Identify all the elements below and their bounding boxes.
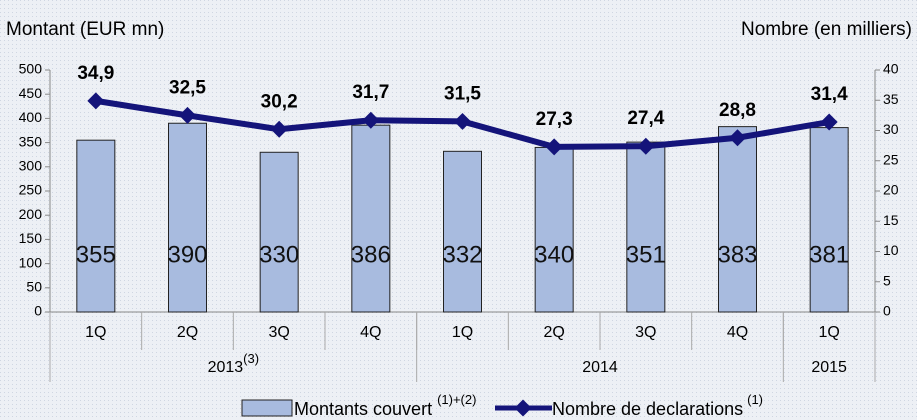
bar — [168, 122, 207, 313]
y2-tick-label: 30 — [883, 121, 899, 137]
line-value-label: 28,8 — [719, 100, 756, 121]
y2-tick-label: 15 — [883, 212, 899, 228]
line-value-label: 34,9 — [77, 63, 114, 84]
legend-note: (1)+(2) — [437, 392, 476, 407]
line-value-label: 31,5 — [444, 83, 481, 104]
x-tick-label: 3Q — [268, 324, 289, 341]
line-marker — [545, 138, 563, 156]
line-marker — [362, 111, 380, 129]
x-tick-label: 1Q — [452, 324, 473, 341]
bar — [351, 124, 391, 313]
line-marker — [729, 129, 746, 147]
y2-tick-label: 10 — [883, 242, 899, 258]
line-value-label: 32,5 — [169, 77, 206, 98]
y2-tick-label: 5 — [883, 272, 891, 288]
legend-name: Nombre de declarations — [552, 399, 743, 419]
bar-value-label: 340 — [534, 241, 574, 268]
legend-name: Montants couvert — [294, 399, 432, 419]
y-tick-label: 250 — [19, 182, 43, 198]
bar-value-label: 381 — [809, 241, 849, 268]
line-marker — [637, 137, 655, 155]
y-tick-label: 150 — [19, 230, 43, 246]
bar — [809, 127, 849, 313]
line-marker — [454, 112, 471, 130]
x-tick-label: 4Q — [727, 324, 748, 341]
y2-tick-label: 25 — [883, 151, 899, 167]
y2-axis-title: Nombre (en milliers) — [741, 19, 912, 40]
bar-value-label: 355 — [76, 241, 116, 268]
legend-label: Montants couvert (1)+(2) — [294, 392, 476, 418]
legend-swatch — [241, 399, 293, 417]
x-tick-label: 3Q — [635, 324, 656, 341]
group-name: 2015 — [811, 359, 847, 376]
bar-value-label: 351 — [626, 241, 666, 268]
x-tick-label: 4Q — [360, 324, 381, 341]
legend-label: Nombre de declarations (1) — [552, 392, 763, 418]
group-label: 2013(3) — [208, 351, 259, 376]
legend-marker — [514, 399, 532, 417]
y-tick-label: 0 — [34, 303, 42, 319]
bar-value-label: 332 — [442, 241, 482, 268]
legend-note: (1) — [747, 392, 763, 407]
line-value-label: 31,4 — [811, 84, 848, 105]
bar — [718, 126, 757, 313]
x-tick-label: 2Q — [177, 324, 198, 341]
y-tick-label: 50 — [26, 279, 42, 295]
x-tick-label: 2Q — [543, 324, 564, 341]
y-tick-label: 300 — [19, 158, 43, 174]
line-value-label: 27,4 — [627, 108, 664, 129]
x-tick-label: 1Q — [818, 324, 839, 341]
group-label: 2014 — [582, 359, 618, 376]
group-name: 2013 — [208, 359, 244, 376]
line-marker — [87, 92, 105, 110]
y2-tick-label: 0 — [883, 303, 891, 319]
y-tick-label: 100 — [19, 254, 43, 270]
y-tick-label: 500 — [19, 61, 43, 77]
bar-value-label: 330 — [259, 241, 299, 268]
line-value-label: 27,3 — [536, 109, 573, 130]
line-value-label: 31,7 — [352, 82, 389, 103]
group-label: 2015 — [811, 359, 847, 376]
y-axis-title: Montant (EUR mn) — [6, 19, 164, 40]
y-tick-label: 200 — [19, 206, 43, 222]
bar-value-label: 386 — [351, 241, 391, 268]
group-name: 2014 — [582, 359, 618, 376]
bar — [76, 139, 116, 313]
bar-value-label: 383 — [717, 241, 757, 268]
group-note: (3) — [243, 351, 259, 366]
bar-value-label: 390 — [167, 241, 207, 268]
y2-tick-label: 35 — [883, 91, 899, 107]
line-value-label: 30,2 — [261, 91, 298, 112]
legend: Montants couvert (1)+(2) Nombre de declar… — [241, 392, 763, 419]
line-marker — [179, 106, 196, 124]
bar — [259, 151, 299, 313]
line-marker — [820, 113, 838, 131]
y-tick-label: 400 — [19, 109, 43, 125]
y-tick-label: 450 — [19, 85, 43, 101]
x-tick-label: 1Q — [85, 324, 106, 341]
y2-tick-label: 20 — [883, 182, 899, 198]
y2-tick-label: 40 — [883, 61, 899, 77]
y-tick-label: 350 — [19, 133, 43, 149]
bar — [443, 150, 482, 313]
bar — [626, 141, 666, 313]
bar — [534, 146, 574, 313]
